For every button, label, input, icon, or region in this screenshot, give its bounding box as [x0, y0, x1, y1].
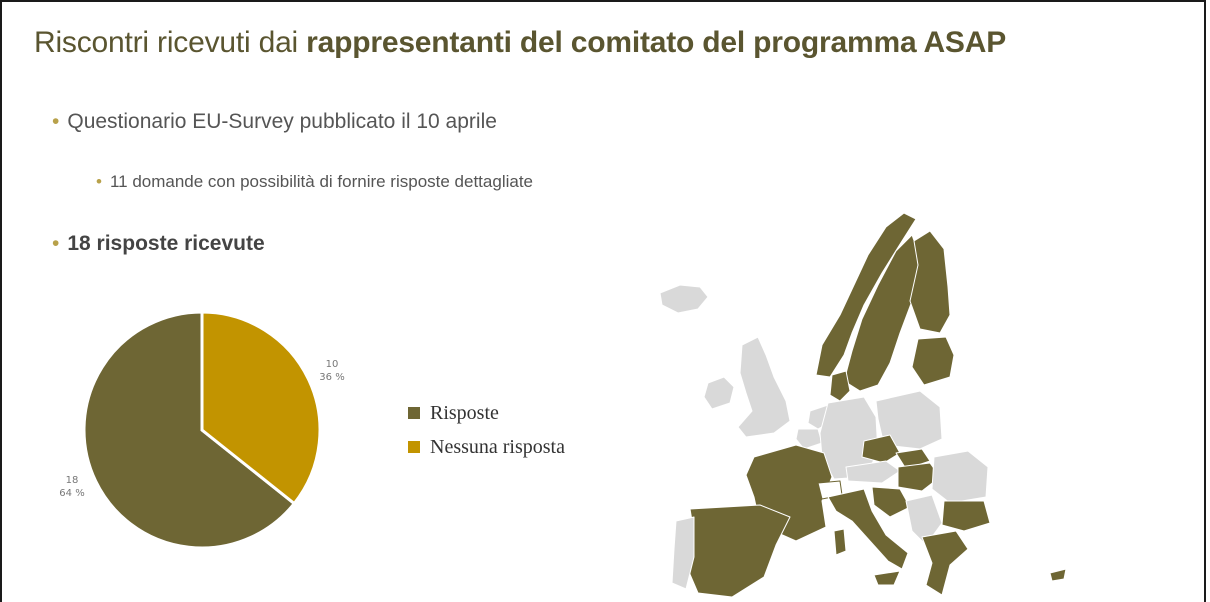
map-portugal: [671, 516, 695, 590]
map-czechia: [861, 434, 901, 464]
map-baltics: [911, 336, 955, 386]
map-croatia: [871, 486, 911, 518]
title-prefix: Riscontri ricevuti dai: [34, 26, 307, 59]
bullet-dot: •: [96, 172, 102, 191]
bullet-dot: •: [52, 110, 60, 133]
map-sicily: [873, 570, 901, 586]
bullet-dot: •: [52, 232, 60, 255]
map-iceland: [659, 284, 709, 314]
map-italy: [827, 488, 909, 570]
map-poland: [875, 390, 943, 450]
legend-item-responses: Risposte: [408, 396, 565, 430]
map-romania: [931, 450, 989, 504]
map-uk: [737, 336, 791, 438]
bullet-survey: • Questionario EU-Survey pubblicato il 10…: [52, 110, 497, 134]
map-greece: [921, 530, 969, 596]
map-austria: [845, 460, 901, 484]
pie-label-percent: 64 %: [59, 488, 85, 499]
legend-label: Nessuna risposta: [430, 435, 565, 458]
map-norway: [815, 212, 917, 378]
bullet-text: Questionario EU-Survey pubblicato il 10 …: [67, 110, 497, 133]
map-spain: [685, 504, 791, 598]
pie-label-responses: 18 64 %: [52, 474, 92, 500]
bullet-text: 11 domande con possibilità di fornire ri…: [109, 172, 534, 191]
map-denmark: [829, 370, 851, 402]
bullet-text: 18 risposte ricevute: [67, 232, 265, 255]
map-balkans: [905, 494, 943, 546]
pie-label-noresponse: 10 36 %: [312, 358, 352, 384]
map-ireland: [703, 376, 735, 410]
pie-label-value: 18: [65, 475, 79, 486]
map-slovakia: [895, 448, 931, 470]
legend-item-noresponse: Nessuna risposta: [408, 430, 565, 464]
pie-label-value: 10: [325, 359, 339, 370]
title-bold: rappresentanti del comitato del programm…: [306, 26, 1006, 59]
europe-map: [659, 212, 1067, 598]
map-finland: [909, 230, 951, 334]
legend-label: Risposte: [430, 401, 499, 424]
bullet-responses: • 18 risposte ricevute: [52, 232, 265, 256]
pie-label-percent: 36 %: [319, 372, 345, 383]
chart-legend: Risposte Nessuna risposta: [408, 396, 565, 464]
slide-title: Riscontri ricevuti dai rappresentanti de…: [34, 26, 1006, 60]
map-hungary: [897, 462, 941, 492]
map-bulgaria: [941, 500, 991, 532]
legend-swatch: [408, 407, 420, 419]
map-cyprus: [1049, 568, 1067, 582]
legend-swatch: [408, 441, 420, 453]
bullet-questions: • 11 domande con possibilità di fornire r…: [96, 172, 533, 192]
map-belgium: [795, 428, 823, 450]
map-sardinia: [833, 528, 847, 556]
